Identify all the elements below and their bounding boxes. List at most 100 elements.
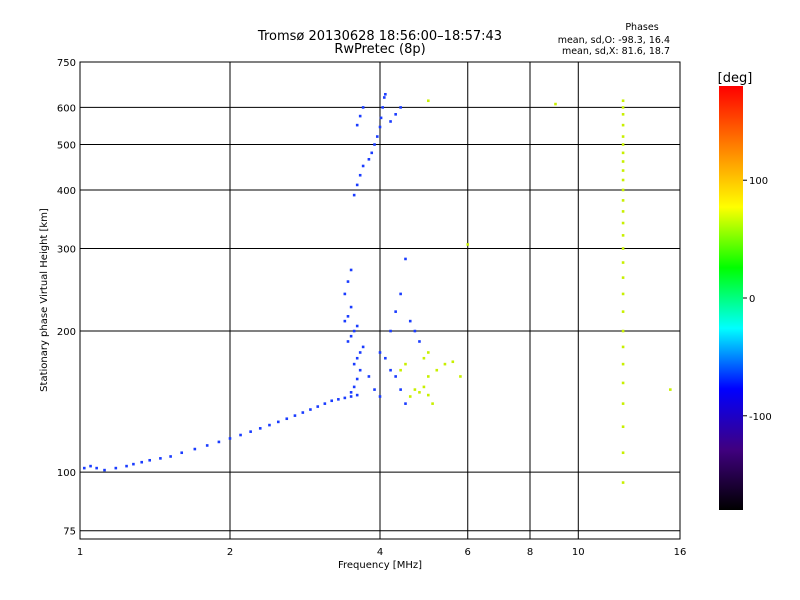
data-point [394,375,397,378]
data-point [381,106,384,109]
data-point [352,362,356,366]
data-point [358,114,362,118]
data-point [349,305,353,309]
data-point [370,151,374,155]
data-point [399,368,402,372]
data-point [621,261,625,264]
data-point [621,292,625,296]
data-point [132,462,135,466]
data-point [169,455,172,458]
data-point [349,395,353,398]
data-point [103,468,106,472]
colorbar-ticks: 100 0 -100 [743,176,772,423]
data-point [621,451,625,455]
data-point [382,96,386,99]
data-point [228,437,232,440]
x-axis-label: Frequency [MHz] [338,560,422,571]
data-point [418,340,421,343]
legend-line-o: mean, sd,O: -98.3, 16.4 [558,35,670,46]
data-point [349,268,353,272]
data-point [621,123,625,127]
data-point [346,280,350,283]
data-point [404,362,407,366]
data-points [82,92,672,484]
x-tick-label: 16 [674,547,687,558]
data-point [394,113,397,116]
data-point [621,188,625,192]
x-tick-label: 4 [377,547,383,558]
data-point [349,334,353,338]
data-point [159,457,162,460]
data-point [621,345,625,349]
data-point [435,368,439,372]
data-point [621,221,625,225]
data-point [621,276,625,279]
y-axis-label: Stationary phase Virtual Height [km] [39,208,50,392]
data-point [621,234,625,237]
data-point [125,464,128,468]
data-point [140,460,144,464]
data-point [373,388,376,391]
data-point [343,292,347,296]
data-point [378,395,382,398]
data-point [205,444,209,447]
gridlines [80,62,680,539]
data-point [408,319,412,323]
data-point [378,125,382,129]
colorbar-gradient [719,86,743,510]
data-point [466,243,470,246]
data-point [276,420,280,424]
data-point [361,345,365,349]
data-point [451,360,455,364]
data-point [621,381,625,385]
data-point [621,106,625,109]
data-point [239,433,242,437]
y-tick-label: 300 [57,245,76,256]
data-point [422,356,426,360]
series-o-mode [82,92,421,472]
data-point [443,362,447,366]
data-point [399,106,402,109]
x-tick-label: 2 [227,547,233,558]
data-point [349,391,353,394]
data-point [355,324,359,328]
data-point [621,169,625,172]
data-point [352,193,356,197]
data-point [89,464,92,468]
data-point [355,377,359,381]
data-point [355,183,359,187]
data-point [399,388,402,391]
data-point [293,414,297,417]
legend-line-x: mean, sd,X: 81.6, 18.7 [562,46,670,57]
y-tick-label: 400 [57,186,76,197]
data-point [355,393,359,397]
data-point [316,405,320,408]
y-axis-ticks: 75 100 200 300 400 500 600 750 [57,58,76,538]
data-point [431,402,434,405]
data-point [426,351,430,354]
data-point [459,375,462,378]
data-point [114,466,118,470]
data-point [621,310,625,313]
y-tick-label: 100 [57,468,76,479]
data-point [361,164,365,168]
data-point [352,385,356,389]
data-point [379,116,383,120]
data-point [361,106,365,109]
data-point [404,402,407,405]
data-point [621,143,625,146]
data-point [217,440,221,444]
data-point [358,368,362,372]
data-point [309,408,312,411]
data-point [399,292,402,296]
data-point [268,423,271,427]
data-point [346,340,350,343]
data-point [621,402,625,405]
phase-legend: Phases mean, sd,O: -98.3, 16.4 mean, sd,… [558,22,670,57]
data-point [95,466,98,470]
data-point [301,411,305,414]
data-point [358,351,362,354]
data-point [367,375,371,378]
data-point [413,388,417,391]
data-point [323,402,327,405]
